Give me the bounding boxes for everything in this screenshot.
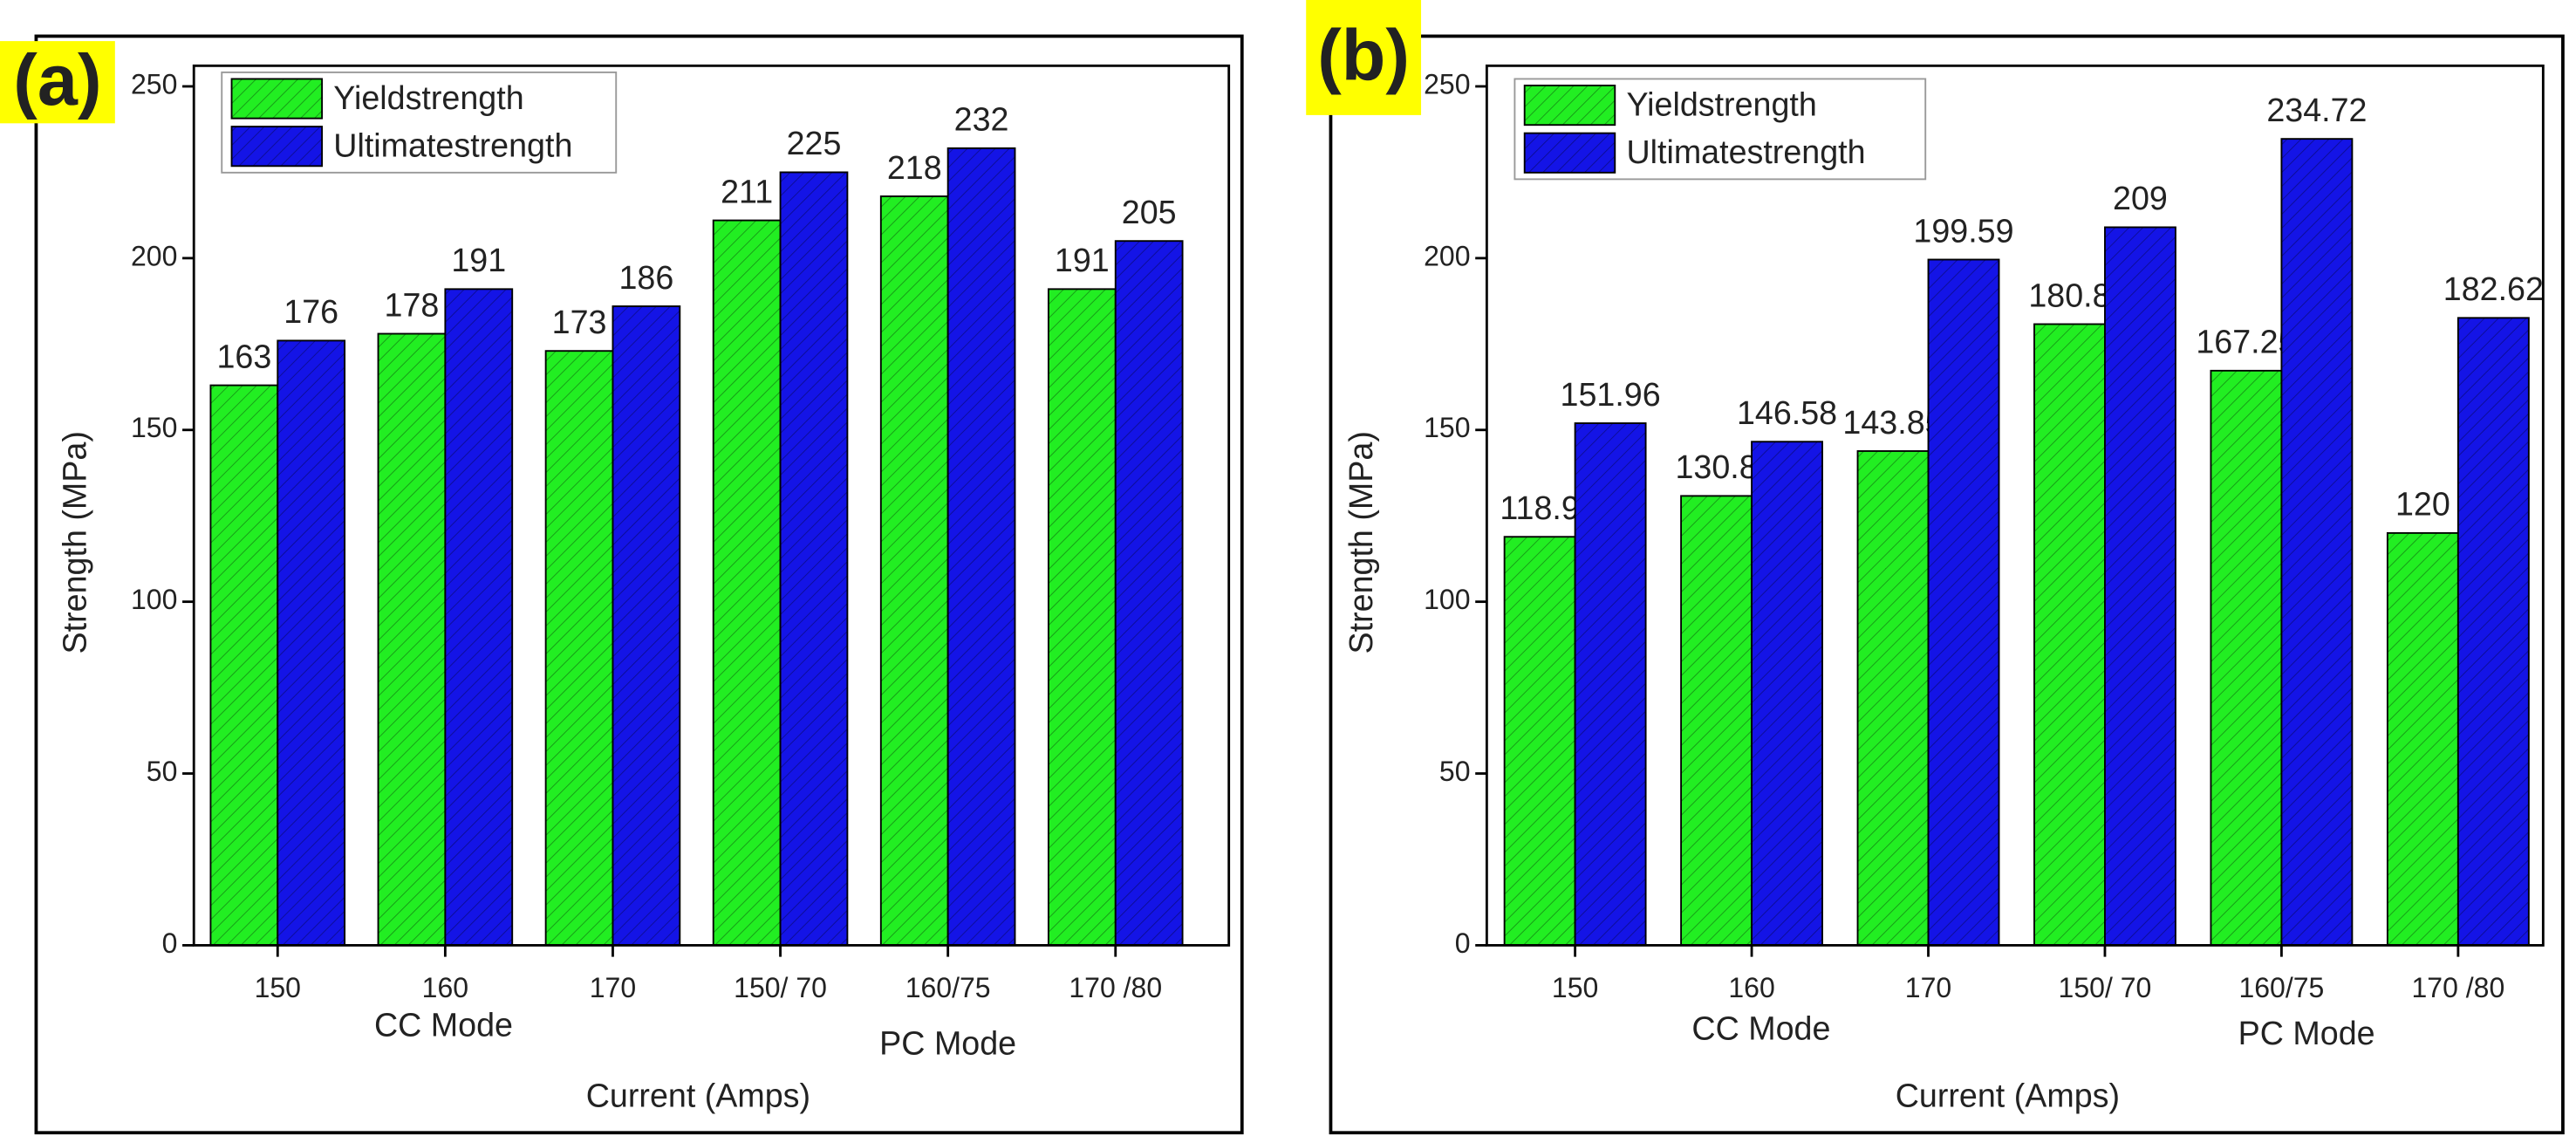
data-label: 143.85 bbox=[1842, 404, 1943, 441]
data-label: 176 bbox=[284, 293, 338, 330]
bar-hatch bbox=[780, 172, 848, 946]
data-label: 234.72 bbox=[2266, 92, 2367, 128]
bar-hatch bbox=[612, 306, 680, 946]
bar-hatch bbox=[1857, 450, 1929, 946]
data-label: 163 bbox=[216, 338, 271, 374]
bar-hatch bbox=[1504, 537, 1575, 946]
y-axis-label: Strength (MPa) bbox=[56, 431, 92, 654]
bar-hatch bbox=[2281, 139, 2353, 946]
bar-hatch bbox=[1681, 496, 1753, 946]
plot-frame bbox=[1485, 64, 2545, 947]
bar-hatch bbox=[2033, 324, 2105, 946]
group-label: CC Mode bbox=[374, 1007, 513, 1044]
x-tick-label: 150/ 70 bbox=[734, 972, 827, 1003]
bar-hatch bbox=[445, 289, 513, 946]
bar-hatch bbox=[880, 196, 948, 946]
bar-hatch bbox=[947, 147, 1015, 946]
data-label: 118.9 bbox=[1500, 489, 1579, 526]
x-tick-label: 160/75 bbox=[905, 972, 991, 1003]
panel-label-bg bbox=[1306, 0, 1422, 115]
bar-hatch bbox=[2104, 227, 2176, 946]
y-tick-label: 150 bbox=[1424, 412, 1470, 443]
bar-hatch bbox=[713, 220, 781, 946]
data-label: 209 bbox=[2113, 180, 2168, 216]
group-label: PC Mode bbox=[879, 1024, 1016, 1061]
data-label: 151.96 bbox=[1561, 376, 1661, 413]
panel-frame bbox=[1329, 34, 2565, 1135]
x-axis-label: Current (Amps) bbox=[1896, 1078, 2120, 1114]
x-tick-label: 150 bbox=[1552, 972, 1598, 1003]
data-label: 191 bbox=[1055, 242, 1110, 278]
legend-label: Ultimatestrength bbox=[1626, 133, 1865, 170]
data-label: 225 bbox=[787, 125, 842, 161]
bar-hatch bbox=[1048, 289, 1116, 946]
panel-label: (b) bbox=[1317, 15, 1410, 96]
bar-hatch bbox=[545, 351, 613, 946]
legend-hatch bbox=[231, 127, 323, 167]
x-tick-label: 170 /80 bbox=[2411, 972, 2504, 1003]
data-label: 182.62 bbox=[2443, 270, 2544, 307]
data-label: 205 bbox=[1122, 194, 1177, 230]
x-tick-label: 160 bbox=[422, 972, 468, 1003]
data-label: 186 bbox=[618, 259, 673, 296]
x-tick-label: 150 bbox=[255, 972, 301, 1003]
bar-hatch bbox=[1575, 423, 1646, 946]
y-tick-label: 100 bbox=[131, 584, 177, 615]
group-label: CC Mode bbox=[1691, 1009, 1830, 1046]
y-axis-label: Strength (MPa) bbox=[1343, 431, 1379, 654]
x-tick-label: 170 bbox=[590, 972, 636, 1003]
data-label: 180.8 bbox=[2028, 277, 2110, 313]
bar-hatch bbox=[378, 333, 446, 946]
bar-hatch bbox=[1928, 259, 1999, 946]
data-label: 173 bbox=[552, 304, 607, 340]
plot-frame bbox=[192, 64, 1231, 947]
panel-label-bg bbox=[0, 41, 115, 124]
x-tick-label: 150/ 70 bbox=[2059, 972, 2152, 1003]
y-tick-label: 200 bbox=[1424, 240, 1470, 271]
x-tick-label: 160/75 bbox=[2238, 972, 2324, 1003]
bar-hatch bbox=[1115, 241, 1183, 946]
y-tick-label: 250 bbox=[1424, 68, 1470, 99]
panel-label: (a) bbox=[13, 39, 101, 120]
data-label: 218 bbox=[887, 149, 942, 186]
data-label: 167.25 bbox=[2196, 324, 2296, 360]
data-label: 120 bbox=[2395, 486, 2450, 523]
legend-hatch bbox=[231, 79, 323, 119]
bar-hatch bbox=[210, 385, 278, 946]
panel-frame bbox=[34, 34, 1244, 1135]
x-tick-label: 170 bbox=[1905, 972, 1951, 1003]
group-label: PC Mode bbox=[2238, 1015, 2375, 1051]
legend-hatch bbox=[1524, 85, 1616, 126]
x-axis-label: Current (Amps) bbox=[586, 1078, 810, 1114]
y-tick-label: 50 bbox=[1439, 756, 1471, 787]
x-tick-label: 170 /80 bbox=[1069, 972, 1162, 1003]
legend-label: Yieldstrength bbox=[1626, 86, 1816, 122]
data-label: 199.59 bbox=[1913, 212, 2013, 249]
legend-hatch bbox=[1524, 133, 1616, 173]
y-tick-label: 0 bbox=[162, 927, 178, 959]
bar-hatch bbox=[1752, 441, 1823, 946]
data-label: 146.58 bbox=[1737, 394, 1837, 431]
bar-hatch bbox=[2457, 318, 2529, 946]
legend-label: Yieldstrength bbox=[333, 79, 523, 116]
legend-label: Ultimatestrength bbox=[333, 127, 572, 164]
x-tick-label: 160 bbox=[1728, 972, 1774, 1003]
bar-hatch bbox=[277, 340, 345, 946]
bar-hatch bbox=[2210, 370, 2282, 946]
data-label: 191 bbox=[451, 242, 506, 278]
y-tick-label: 200 bbox=[131, 240, 177, 271]
bar-hatch bbox=[2387, 532, 2458, 946]
y-tick-label: 250 bbox=[131, 68, 177, 99]
y-tick-label: 50 bbox=[147, 756, 178, 787]
data-label: 178 bbox=[385, 286, 440, 323]
data-label: 211 bbox=[721, 173, 773, 209]
y-tick-label: 100 bbox=[1424, 584, 1470, 615]
data-label: 130.8 bbox=[1675, 448, 1757, 485]
y-tick-label: 0 bbox=[1455, 927, 1471, 959]
data-label: 232 bbox=[954, 101, 1009, 138]
y-tick-label: 150 bbox=[131, 412, 177, 443]
